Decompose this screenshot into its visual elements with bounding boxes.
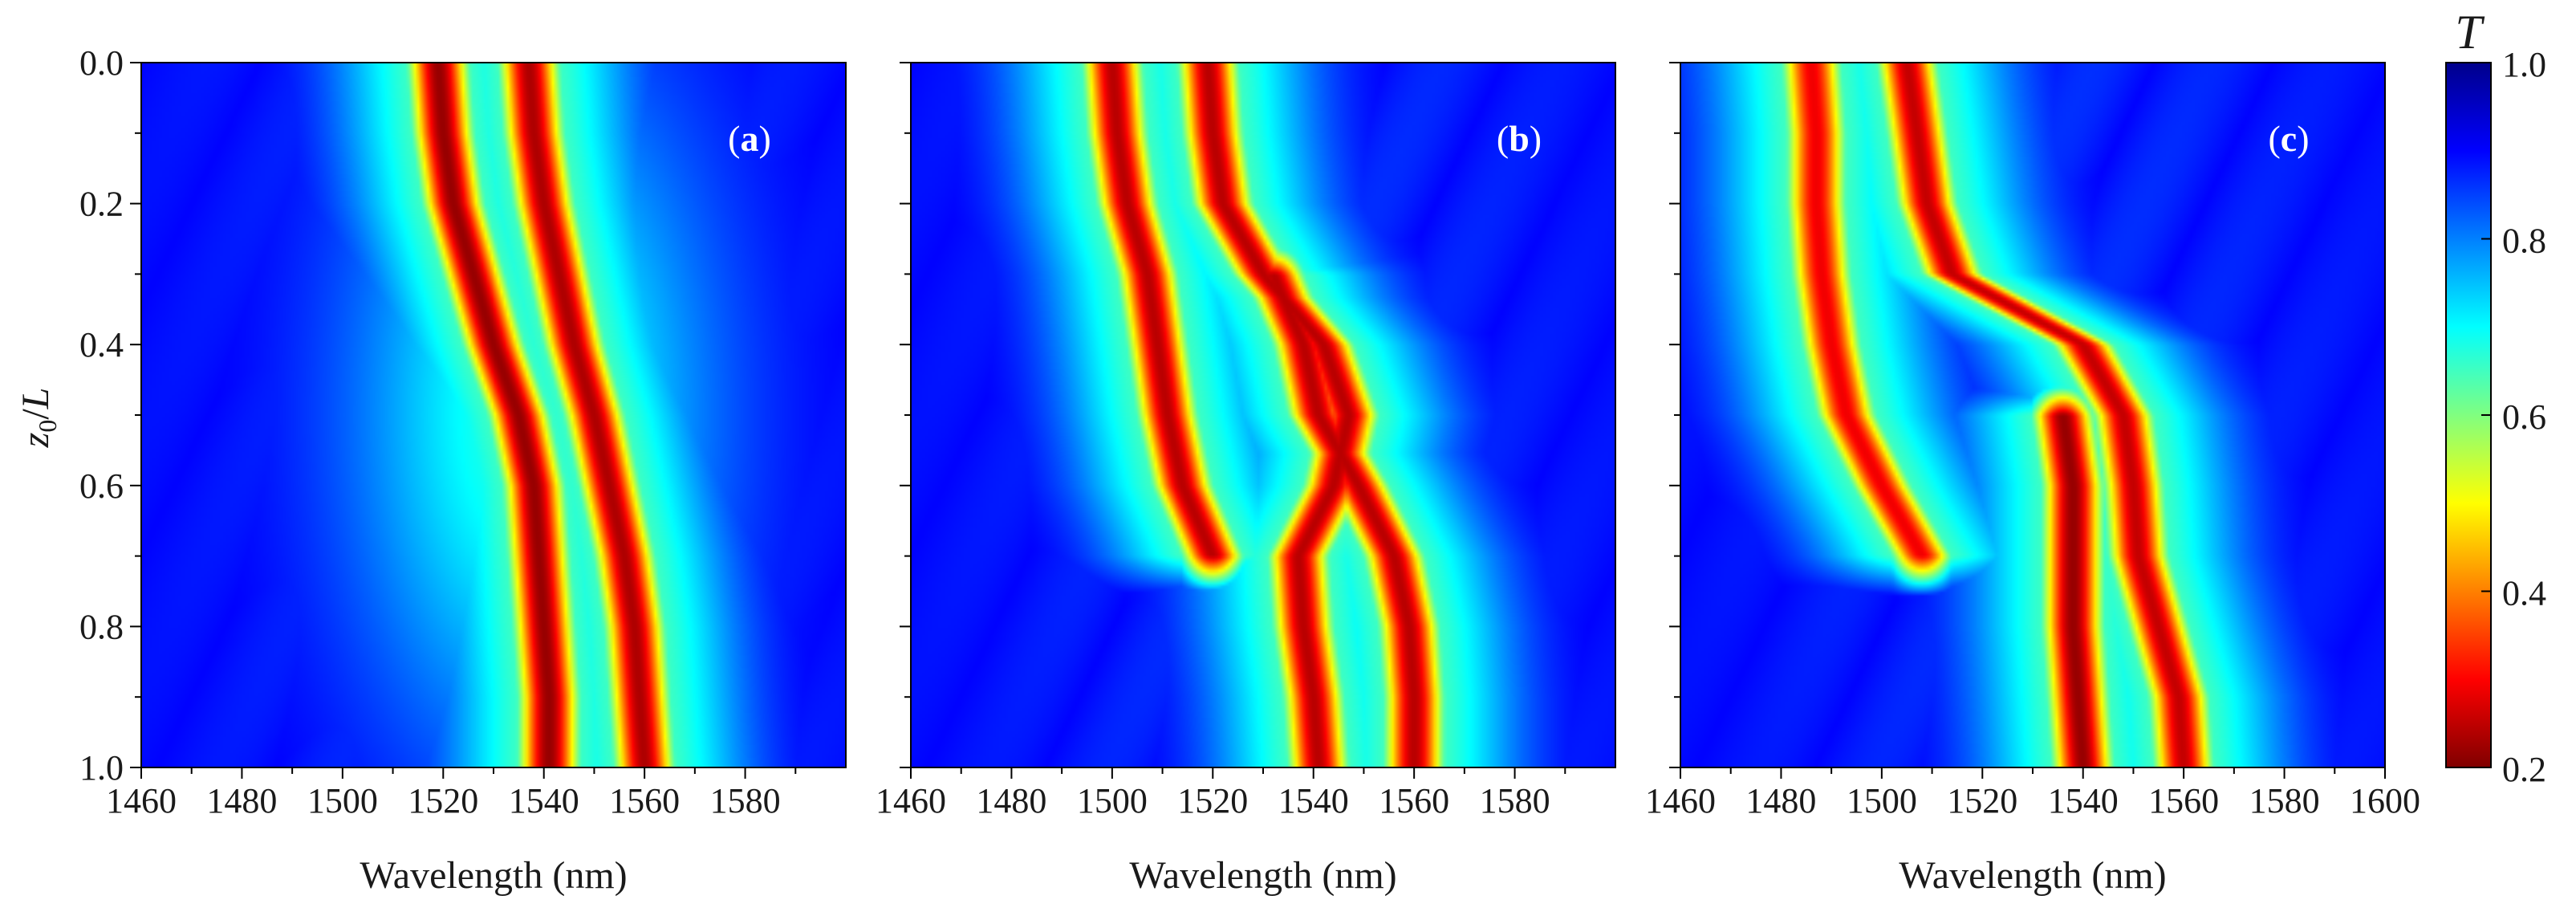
x-axis-title: Wavelength (nm) (1899, 854, 2166, 897)
colorbar-frame (2445, 62, 2492, 768)
panels: 1460 1480 1500 1520 1540 1560 1580 0.0 0.2 0.4 0.6… (79, 43, 2420, 897)
y-tick-label: 0.0 (79, 43, 124, 83)
panel-label: (b) (1497, 118, 1542, 159)
heatmap-image (141, 63, 846, 767)
x-tick-label: 1560 (609, 781, 680, 820)
x-tick-label: 1540 (1278, 781, 1349, 820)
y-tick-label: 0.4 (79, 325, 124, 364)
x-axis-title: Wavelength (nm) (360, 854, 627, 897)
colorbar: T 1.0 0.8 0.6 0.4 0.2 (2445, 6, 2546, 789)
x-tick-label: 1560 (1379, 781, 1449, 820)
colorbar-title: T (2455, 6, 2485, 59)
panel-label: (c) (2268, 118, 2309, 159)
panel-3: 1460 1480 1500 1520 1540 1560 1580 1600 Waveleng… (1645, 62, 2420, 897)
panel-label: (a) (728, 118, 771, 159)
x-tick-label: 1460 (876, 781, 946, 820)
colorbar-tick-label: 1.0 (2502, 45, 2546, 84)
x-tick-label: 1500 (1847, 781, 1917, 820)
heatmap-image (1680, 63, 2385, 767)
panel-1: 1460 1480 1500 1520 1540 1560 1580 0.0 0.2 0.4 0.6… (79, 43, 847, 897)
x-tick-label: 1580 (2249, 781, 2320, 820)
colorbar-tick-label: 0.2 (2502, 750, 2546, 789)
x-tick-label: 1460 (106, 781, 177, 820)
y-tick-label: 1.0 (79, 748, 124, 788)
y-tick-label: 0.2 (79, 185, 124, 224)
x-axis-title: Wavelength (nm) (1129, 854, 1396, 897)
x-tick-label: 1500 (307, 781, 378, 820)
heatmap-image (911, 63, 1615, 767)
panel-2: 1460 1480 1500 1520 1540 1560 1580 Wavelength (… (876, 62, 1616, 897)
svg-text:z0/L: z0/L (14, 388, 62, 449)
colorbar-tick-label: 0.4 (2502, 574, 2546, 613)
x-tick-label: 1520 (1177, 781, 1248, 820)
x-tick-label: 1480 (206, 781, 277, 820)
x-tick-label: 1500 (1077, 781, 1148, 820)
y-tick-label: 0.8 (79, 607, 124, 646)
x-tick-label: 1520 (408, 781, 478, 820)
x-tick-label: 1560 (2148, 781, 2219, 820)
x-tick-label: 1600 (2350, 781, 2420, 820)
x-tick-label: 1540 (2048, 781, 2119, 820)
x-tick-label: 1460 (1645, 781, 1716, 820)
colorbar-tick-label: 0.8 (2502, 222, 2546, 261)
x-tick-label: 1540 (509, 781, 579, 820)
colorbar-tick-label: 0.6 (2502, 397, 2546, 437)
x-tick-label: 1480 (1745, 781, 1816, 820)
y-tick-label: 0.6 (79, 466, 124, 506)
colorbar-ticks: 1.0 0.8 0.6 0.4 0.2 (2481, 45, 2546, 789)
y-axis-title: z0/L (14, 388, 62, 449)
x-tick-label: 1580 (1480, 781, 1550, 820)
x-tick-label: 1580 (710, 781, 781, 820)
x-tick-label: 1480 (976, 781, 1046, 820)
x-tick-label: 1520 (1947, 781, 2017, 820)
